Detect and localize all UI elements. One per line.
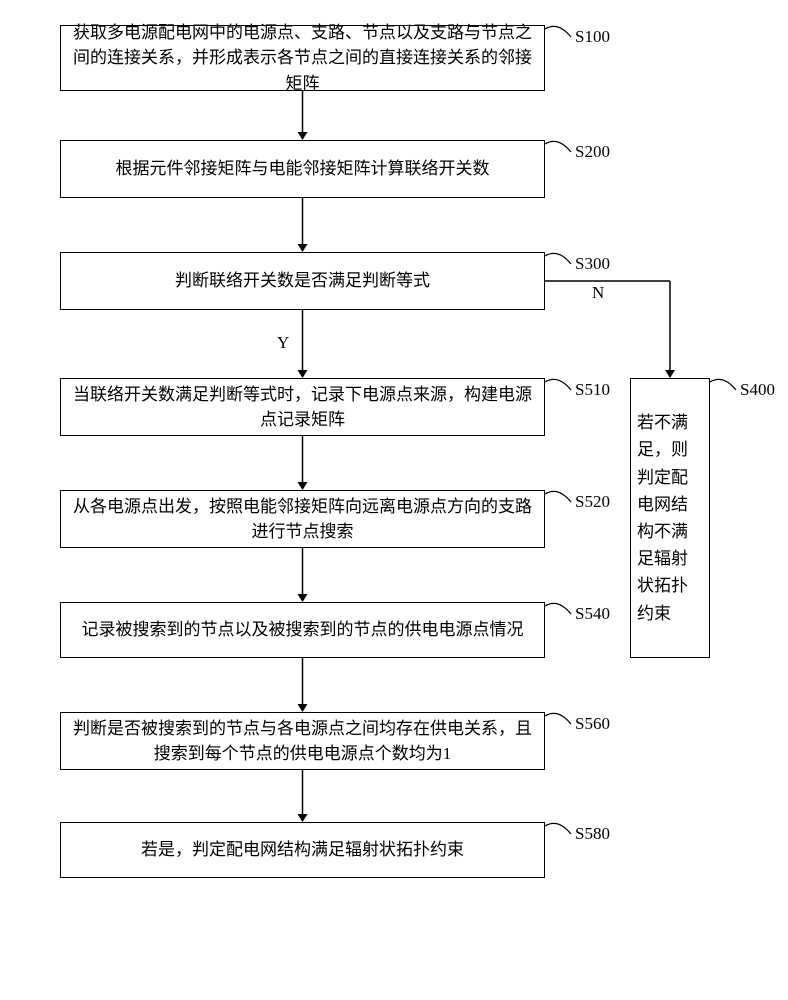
node-text-s580: 若是，判定配电网结构满足辐射状拓扑约束: [141, 837, 464, 863]
node-s300: 判断联络开关数是否满足判断等式: [60, 252, 545, 310]
label-s560: S560: [575, 714, 610, 734]
node-s510: 当联络开关数满足判断等式时，记录下电源点来源，构建电源点记录矩阵: [60, 378, 545, 436]
branch-label-yes: Y: [277, 333, 289, 353]
label-s100: S100: [575, 27, 610, 47]
node-s200: 根据元件邻接矩阵与电能邻接矩阵计算联络开关数: [60, 140, 545, 198]
node-s580: 若是，判定配电网结构满足辐射状拓扑约束: [60, 822, 545, 878]
branch-label-no: N: [592, 283, 604, 303]
node-text-s540: 记录被搜索到的节点以及被搜索到的节点的供电电源点情况: [82, 617, 524, 643]
flowchart-container: 获取多电源配电网中的电源点、支路、节点以及支路与节点之间的连接关系，并形成表示各…: [0, 0, 788, 1000]
label-s200: S200: [575, 142, 610, 162]
label-s510: S510: [575, 380, 610, 400]
node-text-s400: 若不满足，则判定配电网结构不满足辐射状拓扑约束: [637, 409, 703, 627]
label-s540: S540: [575, 604, 610, 624]
label-s520: S520: [575, 492, 610, 512]
label-s580: S580: [575, 824, 610, 844]
node-text-s300: 判断联络开关数是否满足判断等式: [175, 268, 430, 294]
node-text-s520: 从各电源点出发，按照电能邻接矩阵向远离电源点方向的支路进行节点搜索: [73, 494, 532, 545]
node-s100: 获取多电源配电网中的电源点、支路、节点以及支路与节点之间的连接关系，并形成表示各…: [60, 25, 545, 91]
node-s560: 判断是否被搜索到的节点与各电源点之间均存在供电关系，且搜索到每个节点的供电电源点…: [60, 712, 545, 770]
node-text-s100: 获取多电源配电网中的电源点、支路、节点以及支路与节点之间的连接关系，并形成表示各…: [73, 20, 532, 97]
node-text-s510: 当联络开关数满足判断等式时，记录下电源点来源，构建电源点记录矩阵: [73, 382, 532, 433]
node-s520: 从各电源点出发，按照电能邻接矩阵向远离电源点方向的支路进行节点搜索: [60, 490, 545, 548]
node-text-s560: 判断是否被搜索到的节点与各电源点之间均存在供电关系，且搜索到每个节点的供电电源点…: [73, 716, 532, 767]
node-s400: 若不满足，则判定配电网结构不满足辐射状拓扑约束: [630, 378, 710, 658]
label-s400: S400: [740, 380, 775, 400]
node-s540: 记录被搜索到的节点以及被搜索到的节点的供电电源点情况: [60, 602, 545, 658]
node-text-s200: 根据元件邻接矩阵与电能邻接矩阵计算联络开关数: [116, 156, 490, 182]
label-s300: S300: [575, 254, 610, 274]
